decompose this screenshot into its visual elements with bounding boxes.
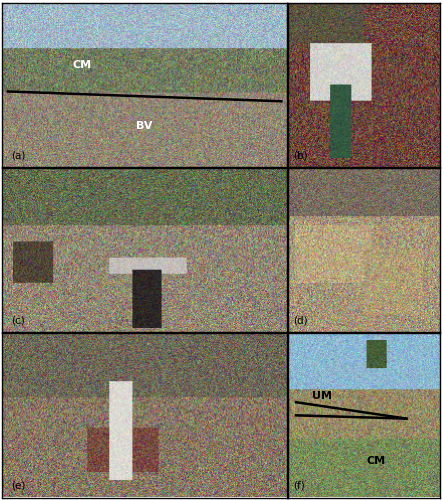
Text: (a): (a) — [11, 150, 25, 160]
Text: BV: BV — [137, 121, 153, 131]
Text: UM: UM — [312, 390, 332, 400]
Text: (e): (e) — [11, 481, 25, 491]
Text: (d): (d) — [293, 316, 308, 326]
Text: CM: CM — [367, 456, 386, 466]
Text: (b): (b) — [293, 150, 308, 160]
Text: CM: CM — [72, 60, 91, 70]
Text: (f): (f) — [293, 481, 305, 491]
Text: (c): (c) — [11, 316, 24, 326]
